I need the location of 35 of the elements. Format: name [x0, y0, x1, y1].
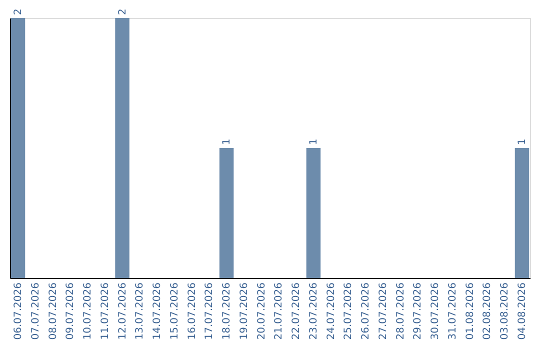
x-tick-label: 30.07.2026: [430, 282, 442, 340]
data-label: 1: [517, 138, 528, 145]
x-tick-label: 22.07.2026: [291, 282, 302, 340]
x-tick-label: 18.07.2026: [222, 282, 233, 340]
x-tick-label: 10.07.2026: [82, 282, 94, 340]
x-tick-label: 31.07.2026: [447, 282, 458, 340]
x-tick-label: 20.07.2026: [256, 282, 268, 340]
x-tick-label: 21.07.2026: [274, 282, 285, 340]
x-tick-label: 15.07.2026: [169, 282, 180, 340]
data-label: 1: [222, 138, 233, 145]
x-tick-label: 01.08.2026: [464, 282, 476, 340]
x-tick-label: 29.07.2026: [412, 282, 424, 340]
data-label: 1: [308, 138, 320, 145]
x-tick-label: 13.07.2026: [134, 282, 146, 340]
data-label: 2: [12, 8, 24, 15]
x-tick-label: 28.07.2026: [395, 282, 406, 340]
x-tick-label: 02.08.2026: [482, 282, 494, 340]
x-tick-label: 09.07.2026: [65, 282, 76, 340]
x-tick-label: 11.07.2026: [100, 282, 111, 340]
x-tick-label: 14.07.2026: [152, 282, 164, 340]
x-tick-label: 27.07.2026: [378, 282, 389, 340]
x-tick-label: 07.07.2026: [30, 282, 42, 340]
x-tick-label: 16.07.2026: [186, 282, 198, 340]
x-tick-label: 06.07.2026: [12, 282, 24, 340]
x-tick-label: 08.07.2026: [48, 282, 59, 340]
x-tick-label: 03.08.2026: [500, 282, 511, 340]
x-tick-label: 17.07.2026: [204, 282, 216, 340]
x-tick-label: 19.07.2026: [238, 282, 250, 340]
data-label: 2: [117, 8, 128, 15]
x-tick-label: 23.07.2026: [308, 282, 320, 340]
x-tick-label: 12.07.2026: [117, 282, 128, 340]
x-tick-label: 25.07.2026: [343, 282, 354, 340]
x-tick-label: 04.08.2026: [517, 282, 528, 340]
x-tick-label: 26.07.2026: [360, 282, 372, 340]
x-tick-label: 24.07.2026: [326, 282, 337, 340]
